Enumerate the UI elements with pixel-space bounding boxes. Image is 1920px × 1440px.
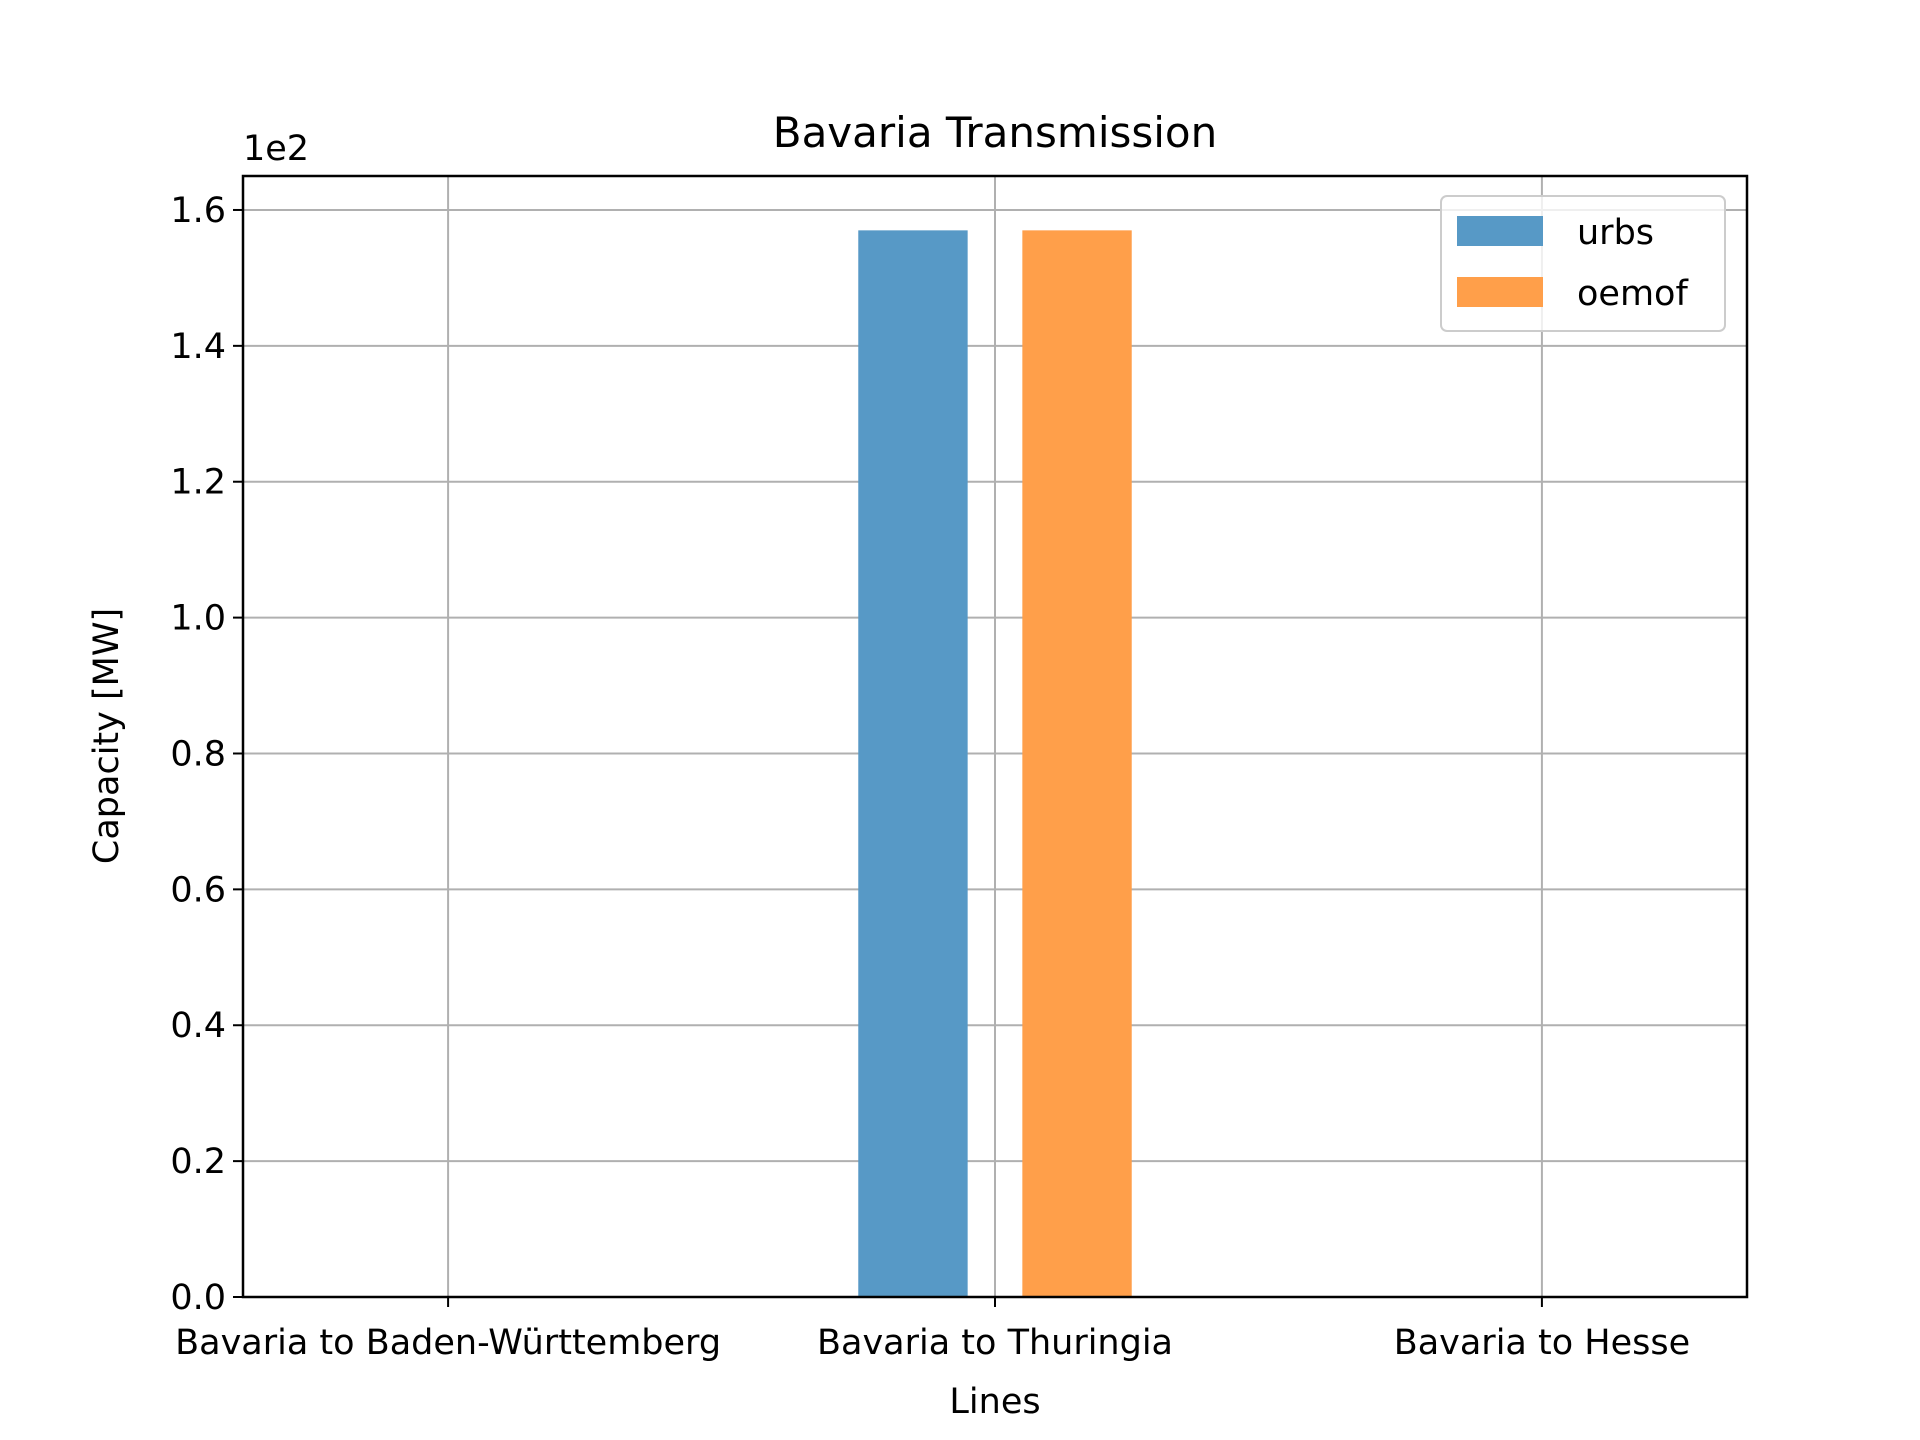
y-tick-label: 1.0 (170, 599, 226, 639)
y-tick-label: 1.6 (170, 191, 226, 231)
y-axis-label: Capacity [MW] (87, 608, 127, 864)
x-axis-label: Lines (949, 1382, 1040, 1422)
y-tick-label: 0.8 (170, 734, 226, 774)
y-tick-label: 0.6 (170, 870, 226, 910)
y-tick-label: 0.2 (170, 1142, 226, 1182)
chart-title: Bavaria Transmission (773, 108, 1218, 157)
legend-swatch-oemof (1457, 277, 1543, 307)
offset-text: 1e2 (243, 129, 309, 169)
x-tick-label: Bavaria to Hesse (1394, 1323, 1690, 1363)
legend-label-oemof: oemof (1577, 274, 1688, 314)
legend: urbs oemof (1440, 195, 1726, 332)
grid-lines (243, 176, 1747, 1298)
y-tick-label: 0.0 (170, 1278, 226, 1318)
x-axis-ticks: Bavaria to Baden-Württemberg Bavaria to T… (175, 1297, 1690, 1363)
bar-oemof (1022, 230, 1132, 1297)
y-tick-label: 1.2 (170, 463, 226, 503)
x-tick-label: Bavaria to Baden-Württemberg (175, 1323, 721, 1363)
y-tick-label: 1.4 (170, 327, 226, 367)
x-tick-label: Bavaria to Thuringia (817, 1323, 1173, 1363)
legend-label-urbs: urbs (1577, 213, 1654, 253)
y-axis-ticks: 0.0 0.2 0.4 0.6 0.8 1.0 1.2 1.4 1.6 (170, 191, 243, 1318)
legend-swatch-urbs (1457, 216, 1543, 246)
bar-urbs (858, 230, 968, 1297)
bars (858, 230, 1132, 1297)
y-tick-label: 0.4 (170, 1006, 226, 1046)
